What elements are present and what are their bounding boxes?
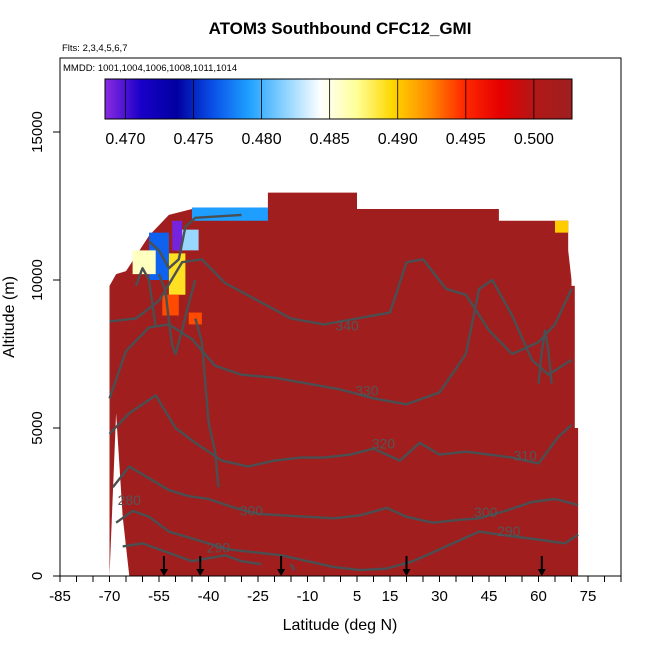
plot-area: 340 330 320 310 300 300 290 290 280 (59, 57, 622, 577)
y-tick-label: 15000 (29, 111, 46, 153)
contour-label: 340 (335, 317, 359, 333)
x-tick-label: -70 (99, 588, 121, 605)
x-tick-label: -85 (49, 588, 71, 605)
x-tick-label: 60 (530, 588, 547, 605)
x-tick-label: 30 (431, 588, 448, 605)
colorbar: 0.470 0.475 0.480 0.485 0.490 0.495 0.500 (104, 78, 573, 148)
contour-label: 330 (355, 382, 379, 398)
contour-line (134, 267, 157, 328)
y-tick-label: 5000 (29, 411, 46, 444)
contour-line (108, 278, 573, 406)
y-axis-label: Altitude (m) (1, 276, 18, 358)
colorbar-bar (104, 78, 573, 120)
contour-label: 320 (372, 436, 396, 452)
colorbar-tick-label: 0.490 (378, 131, 418, 148)
field-patch (132, 250, 156, 275)
contour-label: 310 (514, 448, 538, 464)
contour-label: 280 (118, 492, 142, 508)
contour-line (122, 542, 262, 566)
field-patch (192, 207, 268, 221)
contour-line (289, 563, 296, 571)
y-tick-label: 10000 (29, 259, 46, 301)
colorbar-ticks: 0.470 0.475 0.480 0.485 0.490 0.495 0.500 (105, 79, 554, 148)
field-patch (555, 220, 569, 233)
colorbar-tick-label: 0.500 (514, 131, 554, 148)
contour-line (108, 394, 573, 468)
flight-markers (159, 556, 546, 576)
contour-line (148, 213, 242, 270)
x-tick-label: 45 (481, 588, 498, 605)
contour-lines (108, 213, 579, 572)
y-axis: 0 5000 10000 15000 (29, 111, 60, 580)
x-tick-label: 5 (353, 588, 361, 605)
colorbar-tick-label: 0.485 (310, 131, 350, 148)
contour-label: 300 (240, 502, 264, 518)
contour-line (157, 273, 197, 356)
flight-marker-arrow (159, 569, 168, 576)
x-tick-label: 15 (382, 588, 399, 605)
contour-label: 290 (207, 539, 231, 555)
contour-line (194, 318, 220, 488)
dates-note: MMDD: 1001,1004,1006,1008,1011,1014 (63, 63, 237, 74)
x-tick-label: -25 (247, 588, 269, 605)
x-tick-label: -40 (198, 588, 220, 605)
field-patch (172, 220, 183, 251)
contour-labels: 340 330 320 310 300 300 290 290 280 (118, 317, 538, 555)
field-patch (162, 294, 179, 316)
x-tick-label: -10 (297, 588, 319, 605)
contour-label: 290 (497, 523, 521, 539)
x-axis: -85 -70 -55 -40 -25 -10 5 15 30 45 60 75 (49, 576, 622, 605)
contour-line (537, 329, 553, 384)
contour-label: 300 (474, 504, 498, 520)
colorbar-tick-label: 0.495 (446, 131, 486, 148)
flight-marker-arrow (277, 569, 286, 576)
colorbar-tick-label: 0.480 (242, 131, 282, 148)
chart-title: ATOM3 Southbound CFC12_GMI (209, 19, 472, 38)
contour-line (111, 465, 579, 524)
field-region (109, 192, 579, 576)
flight-marker-arrow (537, 569, 546, 576)
contour-line (109, 258, 573, 356)
flights-note: Flts: 2,3,4,5,6,7 (62, 43, 127, 54)
y-tick-label: 0 (29, 572, 46, 580)
flight-marker-arrow (402, 569, 411, 576)
flight-marker-arrow (196, 569, 205, 576)
colorbar-tick-label: 0.475 (173, 131, 213, 148)
field-patch (188, 312, 202, 325)
contour-line (115, 509, 579, 572)
colorbar-tick-label: 0.470 (105, 131, 145, 148)
x-tick-label: -55 (148, 588, 170, 605)
x-tick-label: 75 (580, 588, 597, 605)
x-axis-label: Latitude (deg N) (283, 617, 398, 634)
